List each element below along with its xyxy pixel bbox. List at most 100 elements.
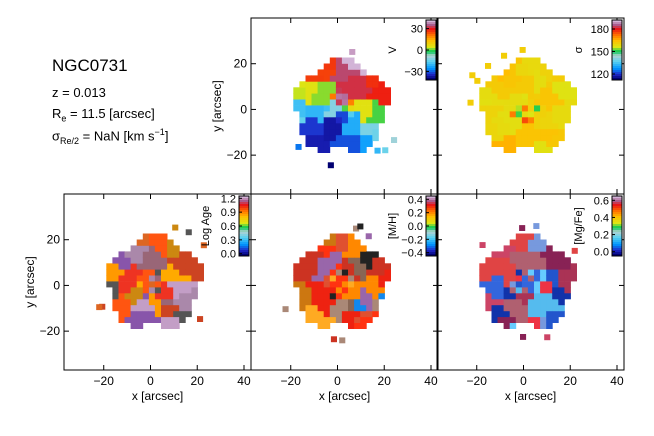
spaxel-bin: [305, 263, 312, 270]
spaxel-bin: [335, 293, 343, 300]
spaxel-bin: [317, 275, 325, 282]
spaxel-bin: [167, 257, 174, 264]
galaxy-name: NGC0731: [52, 56, 128, 75]
spaxel-bin: [540, 69, 547, 76]
spaxel-bin: [341, 57, 349, 64]
spaxel-bin: [311, 316, 318, 323]
spaxel-bin: [161, 293, 168, 300]
spaxel-bin: [124, 316, 131, 323]
spaxel-bin: [372, 111, 379, 118]
spaxel-bin: [534, 293, 541, 300]
colorbar-segment: [426, 244, 436, 247]
spaxel-bin: [570, 93, 577, 100]
spaxel-bin: [311, 257, 318, 264]
spaxel-bin: [354, 128, 361, 136]
spaxel-bin: [329, 316, 337, 323]
colorbar-segment: [612, 212, 622, 215]
spaxel-bin: [546, 128, 553, 136]
colorbar-segment: [239, 218, 249, 221]
spaxel-bin: [503, 122, 511, 130]
spaxel-bin: [534, 69, 541, 76]
spaxel-bin: [540, 257, 547, 264]
spaxel-bin: [341, 93, 349, 100]
spaxel-bin: [348, 293, 355, 300]
spaxel-bin: [130, 245, 138, 252]
spaxel-bin: [329, 99, 337, 106]
spaxel-bin: [148, 245, 156, 252]
spaxel-bin: [317, 81, 325, 88]
spaxel-bin: [130, 322, 138, 329]
colorbar-tick-label: 0.2: [594, 230, 609, 242]
spaxel-bin: [558, 257, 565, 264]
spaxel-bin: [299, 304, 306, 312]
colorbar-segment: [239, 236, 249, 239]
spaxel-bin: [317, 69, 325, 76]
spaxel-bin: [384, 275, 391, 282]
colorbar-segment: [426, 70, 436, 73]
re-value: = 11.5 [arcsec]: [66, 106, 155, 121]
spaxel-bin: [118, 287, 125, 294]
spaxel-bin: [527, 140, 535, 147]
spaxel-bin: [293, 87, 300, 94]
spaxel-bin: [546, 257, 553, 264]
spaxel-bin: [509, 122, 517, 130]
spaxel-bin: [378, 269, 385, 276]
spaxel-bin: [366, 93, 373, 100]
spaxel-bin: [161, 298, 168, 306]
spaxel-bin: [515, 105, 523, 112]
spaxel-bin: [118, 263, 125, 270]
spaxel-bin: [185, 251, 192, 258]
spaxel-bin: [546, 146, 553, 153]
spaxel-bin: [564, 275, 571, 282]
colorbar-segment: [612, 208, 622, 211]
spaxel-bin: [317, 117, 325, 124]
spaxel-bin: [148, 281, 156, 288]
colorbar-segment: [612, 230, 622, 233]
spaxel-bin: [179, 316, 186, 323]
spaxel-bin: [360, 117, 367, 124]
spaxel-bin: [317, 105, 325, 112]
spaxel-bin: [521, 298, 529, 306]
colorbar-segment: [426, 246, 436, 249]
spaxel-bin: [317, 257, 325, 264]
spaxel-bin: [372, 281, 379, 288]
spaxel-bin: [335, 263, 343, 270]
colorbar-segment: [612, 60, 622, 63]
spaxel-bin: [112, 293, 119, 300]
spaxel-bin: [564, 281, 571, 288]
colorbar-segment: [612, 36, 622, 39]
colorbar-segment: [426, 208, 436, 211]
spaxel-bin: [124, 263, 131, 270]
spaxel-bin: [485, 263, 492, 270]
spaxel-bin: [341, 122, 349, 130]
spaxel-bin: [540, 293, 547, 300]
spaxel-bin: [503, 75, 511, 82]
spaxel-bin: [485, 122, 492, 130]
spaxel-bin: [534, 117, 541, 124]
spaxel-bin: [558, 81, 565, 88]
spaxel-bin: [540, 298, 547, 306]
axes-frame: [436, 193, 625, 371]
spaxel-bin: [348, 105, 355, 112]
y-axis-label: y [arcsec]: [23, 256, 37, 307]
spaxel-bin: [341, 304, 349, 312]
spaxel-bin: [372, 287, 379, 294]
spaxel-bin: [323, 293, 331, 300]
spaxel-bin: [341, 298, 349, 306]
spaxel-bin: [360, 140, 367, 147]
spaxel-bin: [534, 57, 541, 64]
spaxel-bin: [372, 269, 379, 276]
spaxel-bin: [540, 140, 547, 147]
spaxel-bin: [323, 239, 331, 246]
spaxel-bin: [335, 269, 343, 276]
spaxel-bin: [317, 128, 325, 136]
spaxel-bin: [534, 316, 541, 323]
spaxel-bin: [348, 298, 355, 306]
spaxel-bin: [305, 281, 312, 288]
spaxel-bin: [118, 275, 125, 282]
spaxel-bin: [521, 275, 529, 282]
spaxel-bin: [161, 322, 168, 329]
spaxel-bin: [311, 293, 318, 300]
spaxel-bin: [509, 239, 517, 246]
spaxel-bin: [527, 233, 535, 240]
